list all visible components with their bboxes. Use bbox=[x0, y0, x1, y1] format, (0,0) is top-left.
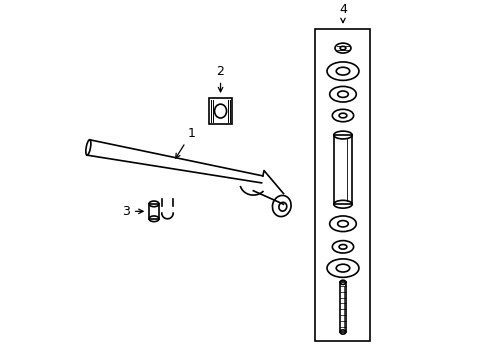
Text: 2: 2 bbox=[216, 65, 224, 92]
Text: 3: 3 bbox=[122, 205, 143, 218]
Text: 4: 4 bbox=[338, 3, 346, 23]
Bar bbox=[340, 282, 345, 332]
Bar bbox=[149, 204, 159, 219]
Bar bbox=[333, 135, 351, 204]
Bar bbox=[315, 28, 370, 341]
Bar bbox=[208, 98, 232, 125]
Text: 1: 1 bbox=[175, 127, 195, 158]
